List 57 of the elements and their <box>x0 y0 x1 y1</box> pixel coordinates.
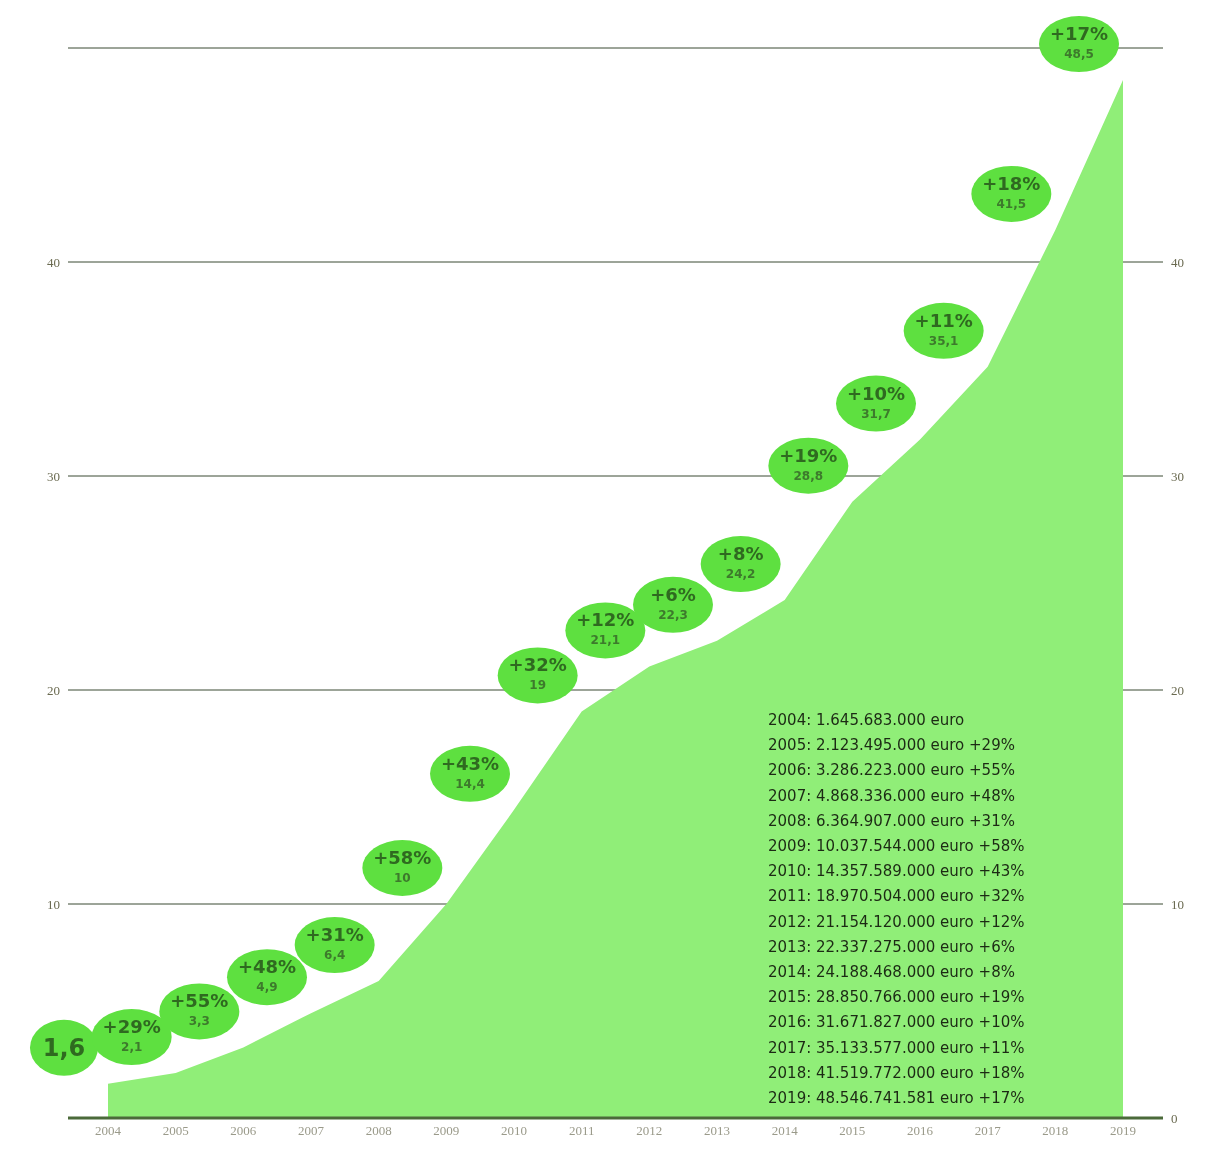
y2-tick-label: 40 <box>1171 254 1184 270</box>
x-tick-label: 2011 <box>568 1123 595 1139</box>
y2-tick-label: 20 <box>1171 682 1184 698</box>
annotation: 2015: 28.850.766.000 euro +19% <box>768 987 1025 1009</box>
x-tick-label: 2017 <box>974 1123 1002 1139</box>
annotation: 2005: 2.123.495.000 euro +29% <box>768 735 1016 757</box>
annotation: 2018: 41.519.772.000 euro +18% <box>768 1062 1025 1084</box>
x-tick-label: 2014 <box>771 1123 799 1139</box>
data-label: +29% 2,1 <box>102 1016 161 1055</box>
x-tick-label: 2006 <box>230 1123 257 1139</box>
data-label: +10% 31,7 <box>846 382 906 421</box>
annotation: 2010: 14.357.589.000 euro +43% <box>768 861 1025 883</box>
x-tick-label: 2010 <box>501 1123 527 1139</box>
x-tick-label: 2007 <box>298 1123 325 1139</box>
y-tick-label: 10 <box>47 896 60 912</box>
data-label: +12% 21,1 <box>576 609 635 648</box>
data-label: +8% 24,2 <box>717 543 764 582</box>
data-label: +17% 48,5 <box>1049 23 1109 62</box>
data-label: +18% 41,5 <box>982 172 1041 211</box>
x-tick-label: 2016 <box>907 1123 934 1139</box>
x-tick-label: 2004 <box>95 1123 122 1139</box>
y2-tick-label: 30 <box>1171 468 1184 484</box>
annotation: 2019: 48.546.741.581 euro +17% <box>768 1088 1025 1110</box>
y-tick-label: 40 <box>47 254 60 270</box>
y2-tick-label: 10 <box>1171 896 1184 912</box>
data-label: +31% 6,4 <box>305 924 364 963</box>
data-label: +32% 19 <box>508 654 567 693</box>
data-label: +55% 3,3 <box>170 990 229 1029</box>
x-tick-label: 2019 <box>1110 1123 1136 1139</box>
annotation: 2007: 4.868.336.000 euro +48% <box>768 785 1016 807</box>
annotation: 2014: 24.188.468.000 euro +8% <box>768 962 1016 984</box>
annotation: 2017: 35.133.577.000 euro +11% <box>768 1037 1025 1059</box>
x-tick-label: 2013 <box>704 1123 730 1139</box>
y-tick-label: 20 <box>47 682 60 698</box>
x-tick-label: 2015 <box>839 1123 866 1139</box>
annotation: 2011: 18.970.504.000 euro +32% <box>768 886 1025 908</box>
annotation: 2009: 10.037.544.000 euro +58% <box>768 836 1025 857</box>
y-tick-label: 30 <box>47 468 60 484</box>
annotation: 2004: 1.645.683.000 euro <box>768 710 966 731</box>
annotation: 2016: 31.671.827.000 euro +10% <box>768 1012 1025 1034</box>
data-label: +19% 28,8 <box>779 444 838 483</box>
data-label: +48% 4,9 <box>237 956 297 995</box>
data-label: 1,6 <box>42 1033 86 1062</box>
annotation: 2006: 3.286.223.000 euro +55% <box>768 760 1016 782</box>
y2-tick-label: 0 <box>1171 1110 1178 1126</box>
annotation: 2008: 6.364.907.000 euro +31% <box>768 810 1016 832</box>
data-label: +11% 35,1 <box>914 309 973 348</box>
data-label: +43% 14,4 <box>440 752 500 791</box>
annotation: 2013: 22.337.275.000 euro +6% <box>768 936 1016 958</box>
x-tick-label: 2009 <box>433 1123 460 1139</box>
data-label: +6% 22,3 <box>650 583 696 622</box>
annotation: 2012: 21.154.120.000 euro +12% <box>768 911 1025 933</box>
x-tick-label: 2012 <box>636 1123 663 1139</box>
x-tick-label: 2008 <box>365 1123 392 1139</box>
data-label: +58% 10 <box>373 847 432 885</box>
x-tick-label: 2018 <box>1042 1123 1069 1139</box>
x-tick-label: 2005 <box>162 1123 189 1139</box>
